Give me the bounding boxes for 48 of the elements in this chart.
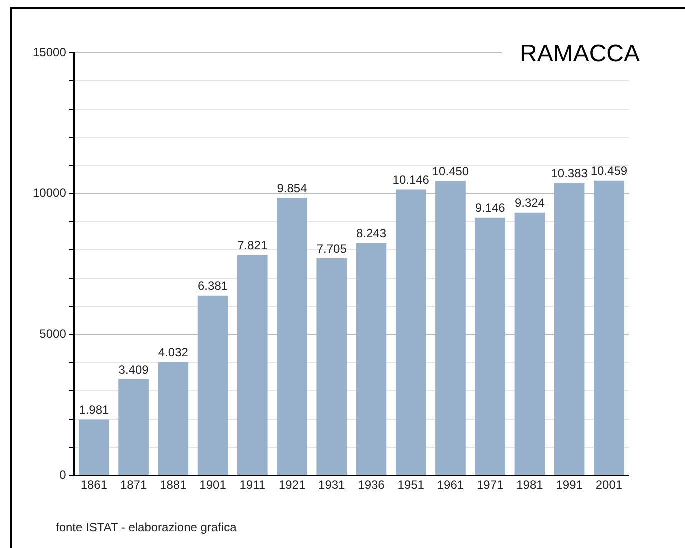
bar xyxy=(79,420,110,476)
data-label: 8.243 xyxy=(356,226,387,241)
bar xyxy=(237,255,268,476)
x-tick-label: 1936 xyxy=(358,478,386,492)
bar xyxy=(118,380,149,476)
data-label: 9.324 xyxy=(514,196,546,210)
x-tick-label: 2001 xyxy=(596,478,623,492)
bar xyxy=(356,243,387,476)
x-tick-label: 1921 xyxy=(278,478,306,492)
x-tick-label: 1961 xyxy=(437,478,464,492)
bar xyxy=(316,258,348,476)
x-tick-label: 1911 xyxy=(240,478,266,492)
y-tick-label: 0 xyxy=(60,468,67,482)
x-tick-label: 1871 xyxy=(120,478,148,492)
data-label: 9.854 xyxy=(277,181,308,196)
x-tick-label: 1991 xyxy=(556,478,584,492)
data-label: 9.146 xyxy=(475,201,506,216)
bar xyxy=(436,181,466,476)
x-tick-label: 1931 xyxy=(318,478,346,492)
bar xyxy=(554,183,585,476)
x-tick-label: 1981 xyxy=(516,478,544,492)
source-note: fonte ISTAT - elaborazione grafica xyxy=(56,520,238,534)
bar xyxy=(594,180,624,476)
data-label: 1.981 xyxy=(79,403,110,418)
x-tick-label: 1951 xyxy=(398,478,425,492)
data-label: 6.381 xyxy=(198,279,228,294)
x-tick-label: 1881 xyxy=(160,478,188,492)
bar xyxy=(514,212,546,476)
bar xyxy=(198,296,228,476)
data-label: 10.450 xyxy=(432,164,470,178)
data-label: 7.821 xyxy=(238,238,268,253)
bar xyxy=(277,198,308,476)
bar xyxy=(396,190,426,476)
y-tick-label: 10000 xyxy=(32,186,67,200)
data-label: 10.459 xyxy=(590,164,628,178)
y-tick-label: 15000 xyxy=(32,45,67,60)
chart-title: RAMACCA xyxy=(520,40,640,68)
data-label: 4.032 xyxy=(158,345,189,360)
y-tick-label: 5000 xyxy=(40,327,67,342)
bar xyxy=(475,218,506,476)
data-label: 10.383 xyxy=(551,166,588,180)
data-label: 7.705 xyxy=(316,242,348,256)
data-label: 10.146 xyxy=(392,173,430,188)
x-tick-label: 1971 xyxy=(476,478,504,492)
data-label: 3.409 xyxy=(118,362,150,377)
x-tick-label: 1861 xyxy=(80,478,108,492)
bar xyxy=(158,362,189,476)
x-tick-label: 1901 xyxy=(200,478,227,492)
